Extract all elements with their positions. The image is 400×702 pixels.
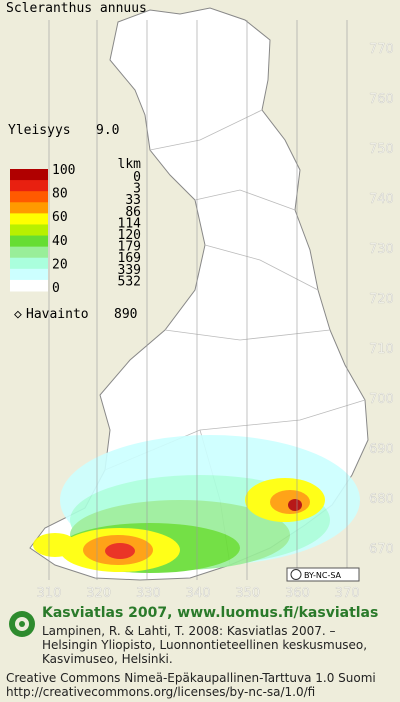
- frequency-label: Yleisyys: [8, 123, 71, 138]
- legend-scale-label: 100: [52, 163, 75, 178]
- legend-count: 33: [125, 193, 141, 208]
- grid-y-label: 750: [369, 142, 394, 157]
- legend-swatch: [10, 279, 48, 292]
- grid-y-label: 740: [369, 192, 394, 207]
- legend-swatch: [10, 191, 48, 203]
- license-badge: BY-NC-SA: [286, 567, 360, 582]
- legend-count: 339: [118, 263, 141, 278]
- legend-count: 532: [118, 274, 141, 289]
- legend-swatch: [10, 235, 48, 248]
- distribution-shading: [33, 435, 360, 573]
- legend-swatch: [10, 202, 48, 214]
- legend-scale-label: 20: [52, 257, 68, 272]
- badge-box: [286, 567, 360, 582]
- legend-scale-label: 80: [52, 187, 68, 202]
- badge-text: BY-NC-SA: [304, 571, 342, 580]
- legend-count: 179: [118, 240, 141, 255]
- citation-line: Kasvimuseo, Helsinki.: [42, 652, 173, 666]
- citation-line: Helsingin Yliopisto, Luonnontieteellinen…: [42, 638, 367, 652]
- grid-y-label: 770: [369, 42, 394, 57]
- finland-map: [29, 7, 369, 581]
- legend-count: 86: [125, 205, 141, 220]
- legend-scale-label: 0: [52, 281, 60, 296]
- grid-x-label: 330: [136, 586, 161, 601]
- grid-x-label: 370: [335, 586, 360, 601]
- license-line: Creative Commons Nimeä-Epäkaupallinen-Ta…: [6, 671, 376, 685]
- grid-y-label: 680: [369, 492, 394, 507]
- legend-swatch: [10, 224, 48, 237]
- legend-scale-label: 60: [52, 210, 68, 225]
- grid-y-label: 710: [369, 342, 394, 357]
- observation-value: 890: [114, 307, 137, 322]
- legend-count: 169: [118, 251, 141, 266]
- legend-swatch: [10, 213, 48, 225]
- grid-y-label: 760: [369, 92, 394, 107]
- legend-count: 114: [118, 216, 142, 231]
- cc-icon: [290, 569, 302, 580]
- count-header: lkm: [118, 157, 142, 172]
- grid-y-label: 690: [369, 442, 394, 457]
- legend-swatch: [10, 257, 48, 270]
- observation-symbol: ◇: [14, 307, 22, 322]
- grid-x-label: 350: [235, 586, 260, 601]
- legend-swatch: [10, 268, 48, 281]
- legend-swatch: [10, 169, 48, 181]
- legend-scale-label: 40: [52, 234, 68, 249]
- legend-swatch: [10, 180, 48, 192]
- logo: [9, 611, 35, 637]
- grid-x-label: 360: [285, 586, 310, 601]
- grid-y-label: 730: [369, 242, 394, 257]
- legend-swatch: [10, 246, 48, 259]
- grid-y-label: 670: [369, 542, 394, 557]
- citation-line: Lampinen, R. & Lahti, T. 2008: Kasviatla…: [42, 624, 336, 638]
- grid-y-label: 700: [369, 392, 394, 407]
- observation-label: Havainto: [26, 307, 89, 322]
- license-line: http://creativecommons.org/licenses/by-n…: [6, 685, 315, 699]
- species-title: Scleranthus annuus: [6, 1, 147, 16]
- grid-x-label: 310: [37, 586, 62, 601]
- legend-count: 120: [118, 228, 141, 243]
- legend-count: 0: [133, 170, 141, 185]
- grid-y-label: 720: [369, 292, 394, 307]
- grid-x-label: 320: [86, 586, 111, 601]
- map-grid: [48, 20, 348, 580]
- grid-x-label: 340: [186, 586, 211, 601]
- footer-heading: Kasviatlas 2007, www.luomus.fi/kasviatla…: [42, 605, 378, 621]
- frequency-value: 9.0: [96, 123, 119, 138]
- legend-count: 3: [133, 182, 141, 197]
